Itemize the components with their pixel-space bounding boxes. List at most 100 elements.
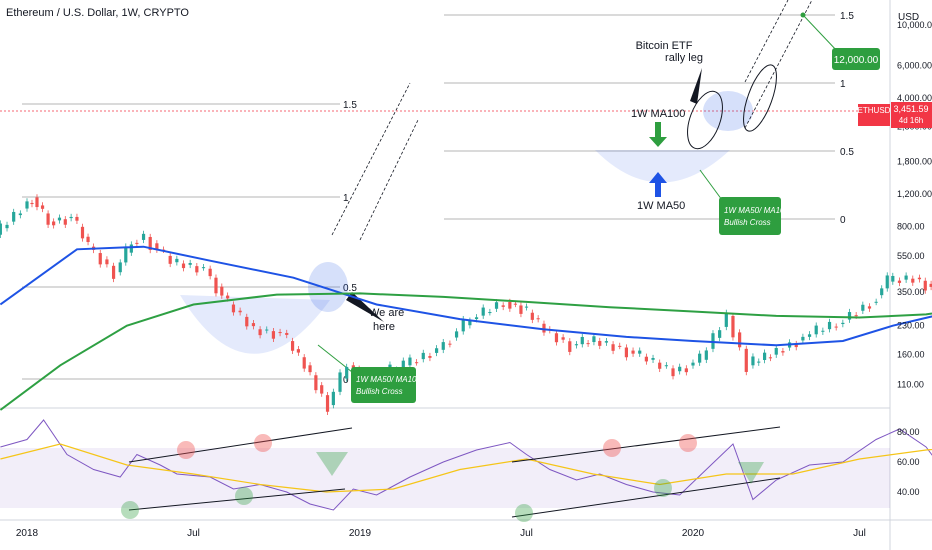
price-candle (320, 385, 324, 394)
price-candle (214, 277, 218, 294)
rally-leg-outline (687, 90, 723, 150)
time-tick-label: 2019 (349, 528, 372, 539)
price-tick-label: 550.00 (897, 251, 925, 261)
price-candle (468, 320, 472, 326)
price-candle (691, 362, 695, 366)
price-candle (718, 330, 722, 338)
price-candle (25, 201, 29, 209)
symbol-tag (858, 104, 890, 126)
price-candle (731, 315, 735, 338)
callout-right-line1: 1W MA50/ MA100 (724, 206, 789, 215)
ma100-arrow (649, 122, 667, 147)
price-candle (141, 233, 146, 240)
price-candle (401, 360, 405, 369)
price-candle (481, 307, 485, 316)
price-candle (618, 345, 622, 347)
price-candle (574, 344, 579, 346)
fib-level-right-label: 1 (840, 79, 846, 90)
annotation-ma100: 1W MA100 (631, 108, 685, 120)
fib-level-left-label: 1 (343, 193, 349, 204)
price-candle (644, 356, 648, 362)
price-candle (105, 259, 109, 265)
price-candle (181, 263, 186, 269)
price-candle (12, 211, 16, 222)
highlight-circle-left (308, 262, 348, 312)
fib-level-right-label: 1.5 (840, 11, 854, 22)
time-tick-label: Jul (520, 528, 533, 539)
price-candle (885, 275, 889, 289)
price-candle (631, 350, 635, 354)
price-candle (774, 347, 778, 355)
ma50-line (0, 245, 932, 347)
price-candle (265, 329, 269, 331)
annotation-ma50: 1W MA50 (637, 200, 685, 212)
price-candle (501, 305, 505, 307)
price-candle (18, 213, 22, 216)
price-candle (801, 336, 805, 341)
highlight-circle-right (703, 91, 753, 131)
price-candle (155, 243, 159, 250)
rsi-ma-line (0, 443, 932, 493)
last-price-tag (891, 102, 932, 128)
price-candle (135, 242, 139, 244)
rsi-band (0, 448, 890, 508)
price-candle (651, 358, 655, 360)
price-candle (290, 341, 295, 351)
callout-left-line1: 1W MA50/ MA100 (356, 375, 421, 384)
price-candle (658, 362, 662, 369)
rsi-channel-right-lower (511, 477, 781, 518)
callout-target-label: 12,000.00 (834, 55, 879, 66)
price-candle (794, 343, 798, 348)
price-candle (441, 342, 445, 350)
rsi-tick-label: 40.00 (897, 487, 920, 497)
price-tick-label: 10,000.00 (897, 20, 932, 30)
price-candle (524, 306, 529, 308)
price-candle (704, 350, 708, 360)
price-candle (508, 301, 512, 309)
price-candle (678, 366, 682, 372)
price-candle (897, 280, 902, 283)
price-candle (285, 332, 289, 335)
price-candle (911, 278, 915, 283)
price-candle (724, 312, 728, 327)
target-connector (802, 14, 839, 53)
price-tick-label: 230.00 (897, 321, 925, 331)
price-candle (345, 366, 349, 379)
price-candle (195, 266, 199, 273)
time-axis: 2018Jul2019Jul2020Jul2021Jul2022Jul2023J… (16, 528, 866, 539)
rsi-bottom-marker (654, 479, 672, 497)
price-candle (494, 302, 499, 309)
fib-level-right-label: 0 (840, 215, 846, 226)
projected-leg-outline (743, 64, 777, 132)
price-candle (415, 362, 419, 364)
price-candle (586, 343, 590, 345)
rsi-top-marker (679, 434, 697, 452)
price-tick-label: 800.00 (897, 221, 925, 231)
price-tick-label: 110.00 (897, 380, 924, 390)
price-candle (592, 336, 596, 343)
price-candle (338, 372, 342, 392)
price-candle (474, 317, 479, 320)
currency-label[interactable]: USD (898, 12, 919, 23)
price-candle (904, 275, 908, 280)
price-candle (751, 356, 755, 366)
price-candle (671, 368, 675, 377)
price-candle (519, 305, 523, 314)
price-candle (75, 216, 79, 221)
time-tick-label: Jul (853, 528, 866, 539)
rsi-top-marker (603, 439, 621, 457)
price-candle (454, 331, 459, 338)
price-candle (129, 244, 133, 253)
price-candle (880, 288, 884, 296)
price-candle (331, 391, 335, 406)
price-candle (231, 304, 236, 313)
price-tick-label: 6,000.00 (897, 61, 932, 71)
price-candle (308, 365, 312, 373)
price-candle (201, 267, 206, 269)
price-candle (188, 263, 192, 265)
price-candle (530, 312, 534, 320)
price-candle (542, 323, 546, 333)
price-candle (768, 357, 773, 359)
price-candle (611, 344, 615, 351)
